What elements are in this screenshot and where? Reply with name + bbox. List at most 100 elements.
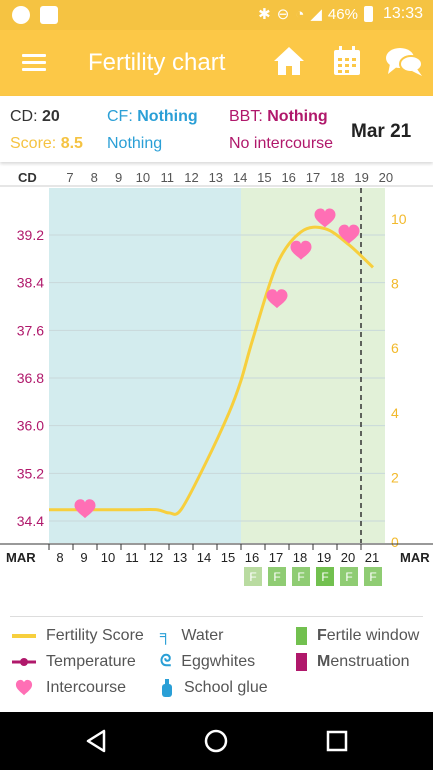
temperature-tick: 37.6 <box>17 322 44 338</box>
cd-tick: 11 <box>160 170 174 185</box>
clock: 13:33 <box>382 5 423 22</box>
date-tick: 15 <box>221 550 235 565</box>
chart-region-1 <box>241 188 385 543</box>
signal-icon: ◢ <box>310 6 322 23</box>
fertile-badge <box>316 567 334 586</box>
fertile-badge <box>340 567 358 586</box>
photo-notification-icon <box>40 6 58 24</box>
cd-tick: 17 <box>306 170 320 185</box>
fertility-chart[interactable]: CD 7 8 9 10 11 12 13 14 15 16 17 18 19 20 39.2 38.4 37.6 3… <box>0 162 433 602</box>
intercourse-heart-marker <box>74 499 96 519</box>
date-axis-label-left: MAR <box>6 550 36 565</box>
legend-divider <box>10 616 423 617</box>
calendar-icon[interactable] <box>330 44 364 78</box>
cd-tick: 8 <box>91 170 98 185</box>
cd-tick: 20 <box>379 170 393 185</box>
date-tick: 8 <box>56 550 63 565</box>
fertile-badge <box>244 567 262 586</box>
intercourse-heart-marker <box>314 208 336 228</box>
score-value: 8.5 <box>60 135 83 152</box>
score-tick: 4 <box>391 405 399 421</box>
bluetooth-icon: ✱ <box>258 6 271 23</box>
water-drip-icon: ╕ <box>160 627 172 644</box>
intercourse-status: No intercourse <box>229 135 334 152</box>
magenta-square-icon <box>296 653 307 671</box>
recents-icon[interactable] <box>324 728 350 754</box>
fertile-badge-label: F <box>369 570 376 584</box>
battery-percent: 46% <box>327 5 358 23</box>
intercourse-heart-marker <box>338 224 360 244</box>
score-tick: 6 <box>391 340 399 356</box>
chart-region-0 <box>49 188 241 543</box>
search-notification-icon <box>12 6 30 24</box>
date-tick: 11 <box>125 550 139 565</box>
legend-fertility-score: Fertility Score <box>12 627 144 645</box>
cd-tick: 15 <box>257 170 271 185</box>
cd-tick: 9 <box>115 170 122 185</box>
green-square-icon <box>296 627 307 645</box>
date-tick: 14 <box>197 550 211 565</box>
fertile-badge <box>268 567 286 586</box>
do-not-disturb-icon: ⊖ <box>276 6 290 23</box>
fertile-badge <box>292 567 310 586</box>
score-tick: 2 <box>391 469 399 485</box>
intercourse-heart-marker <box>266 289 288 309</box>
temperature-tick: 39.2 <box>17 227 44 243</box>
fertility-score-line <box>48 225 375 516</box>
fertility-chart-svg[interactable]: CD 7 8 9 10 11 12 13 14 15 16 17 18 19 2039.238.437.63… <box>0 162 433 602</box>
fertile-badge-label: F <box>249 570 256 584</box>
back-icon[interactable] <box>84 728 110 754</box>
temperature-tick: 35.2 <box>17 465 44 481</box>
cd-value: 20 <box>42 108 60 125</box>
date-tick: 13 <box>173 550 187 565</box>
glue-bottle-icon <box>162 679 172 697</box>
cd-tick: 12 <box>184 170 198 185</box>
date-tick: 12 <box>149 550 163 565</box>
eggwhites-icon: ᘓ <box>160 653 172 670</box>
menu-icon[interactable] <box>22 54 46 72</box>
fertile-badge-label: F <box>321 570 328 584</box>
battery-icon <box>363 6 373 22</box>
legend-water: ╕ Water <box>160 627 224 644</box>
temperature-tick: 36.0 <box>17 418 44 434</box>
cd-axis-label: CD <box>18 170 37 185</box>
cd-tick: 13 <box>209 170 223 185</box>
score-tick: 10 <box>391 211 407 227</box>
cd-tick: 14 <box>233 170 247 185</box>
cd-tick: 16 <box>281 170 295 185</box>
date-tick: 9 <box>80 550 87 565</box>
home-icon[interactable] <box>272 44 306 78</box>
selected-date: Mar 21 <box>351 121 412 142</box>
temperature-tick: 34.4 <box>17 513 44 529</box>
legend-intercourse: Intercourse <box>12 679 126 697</box>
status-bar: ✱ ⊖ ◔ ◢ 46% 13:33 <box>0 0 433 30</box>
page-title: Fertility chart <box>88 49 226 76</box>
legend-eggwhites: ᘓ Eggwhites <box>160 653 256 670</box>
cf-value: Nothing <box>137 108 198 125</box>
cd-tick: 10 <box>136 170 150 185</box>
date-tick: 10 <box>101 550 115 565</box>
cd-tick: 19 <box>354 170 368 185</box>
cycle-info-bar: CD: 20 Score: 8.5 CF: Nothing Nothing BB… <box>0 96 433 162</box>
date-tick: 21 <box>365 550 379 565</box>
home-nav-icon[interactable] <box>203 728 229 754</box>
fertile-badge-label: F <box>273 570 280 584</box>
temperature-tick: 38.4 <box>17 275 44 291</box>
legend-school-glue: School glue <box>160 679 268 697</box>
chat-icon[interactable] <box>384 44 424 78</box>
temperature-line-icon <box>12 658 36 666</box>
app-bar: Fertility chart <box>0 30 433 96</box>
fertile-badge-label: F <box>297 570 304 584</box>
cf-info: CF: Nothing <box>107 108 198 125</box>
system-nav-bar <box>0 712 433 770</box>
cd-tick: 7 <box>66 170 73 185</box>
date-tick: 19 <box>317 550 331 565</box>
score-info: Score: 8.5 <box>10 135 83 152</box>
bbt-value: Nothing <box>267 108 328 125</box>
wifi-icon: ◔ <box>295 5 305 23</box>
fertile-badge-label: F <box>345 570 352 584</box>
date-tick: 20 <box>341 550 355 565</box>
